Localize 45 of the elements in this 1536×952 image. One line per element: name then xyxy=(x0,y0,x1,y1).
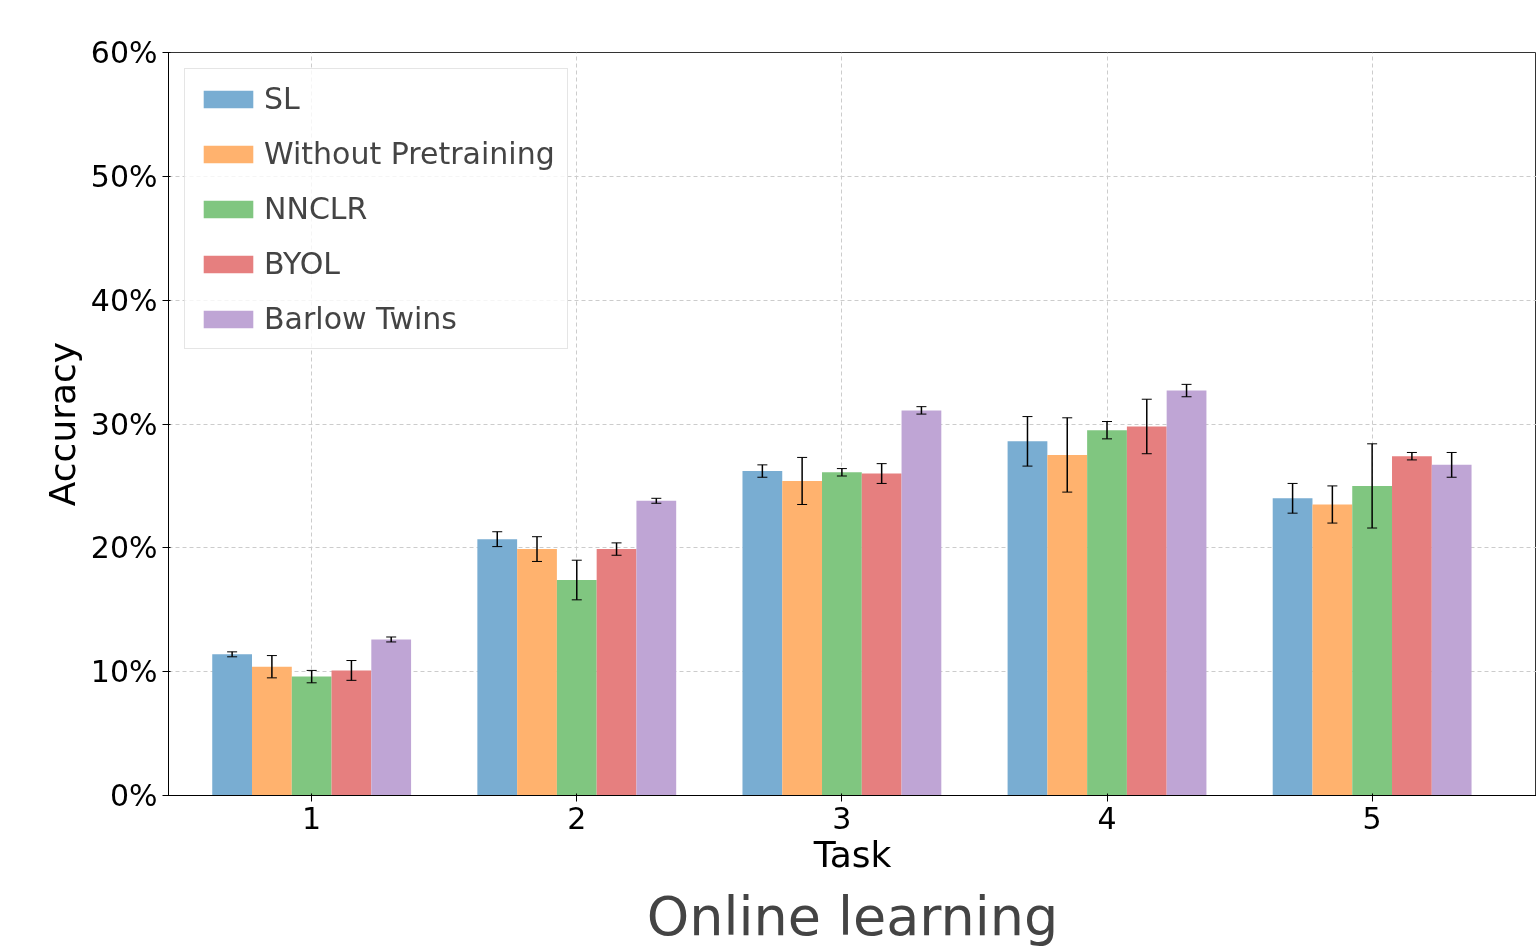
bar xyxy=(1392,456,1432,796)
bar xyxy=(1352,485,1393,796)
bar xyxy=(1166,390,1207,796)
y-axis-title: Accuracy xyxy=(41,341,83,507)
y-tick-label: 50% xyxy=(90,158,158,194)
bar xyxy=(861,473,902,796)
bar xyxy=(1126,426,1167,796)
bar xyxy=(212,654,253,796)
x-tick-label: 5 xyxy=(1362,800,1382,836)
bar xyxy=(782,480,823,796)
y-tick-label: 30% xyxy=(90,406,158,442)
x-tick-label: 4 xyxy=(1097,800,1117,836)
legend-label: Without Pretraining xyxy=(264,136,555,171)
legend-label: BYOL xyxy=(264,246,340,281)
bar xyxy=(1007,441,1048,796)
x-tick-label: 3 xyxy=(832,800,852,836)
bar xyxy=(901,410,942,796)
bar xyxy=(477,539,518,796)
x-tick-label: 1 xyxy=(302,800,322,836)
bar xyxy=(331,670,372,796)
bar xyxy=(517,549,557,796)
y-tick-label: 10% xyxy=(90,654,158,690)
bar xyxy=(252,666,292,796)
bar xyxy=(556,580,597,796)
x-axis-title: Task xyxy=(812,833,892,875)
bar xyxy=(1047,454,1088,796)
bar xyxy=(1431,464,1472,796)
x-tick-label: 2 xyxy=(567,800,587,836)
bar xyxy=(1087,430,1127,796)
text: Online learning xyxy=(646,884,1059,948)
bar xyxy=(596,549,637,796)
bar xyxy=(636,500,677,796)
bar xyxy=(1272,498,1313,796)
y-tick-label: 40% xyxy=(90,282,158,318)
bar xyxy=(1312,504,1353,796)
y-tick-label: 20% xyxy=(90,530,158,566)
y-tick-label: 0% xyxy=(109,778,158,813)
bar xyxy=(742,471,783,796)
bar xyxy=(371,639,412,796)
legend-label: Barlow Twins xyxy=(264,301,457,336)
legend-label: NNCLR xyxy=(264,191,368,226)
y-tick-label: 60% xyxy=(90,35,158,70)
bar xyxy=(291,676,332,796)
legend-label: SL xyxy=(264,81,300,116)
bar xyxy=(822,472,862,796)
